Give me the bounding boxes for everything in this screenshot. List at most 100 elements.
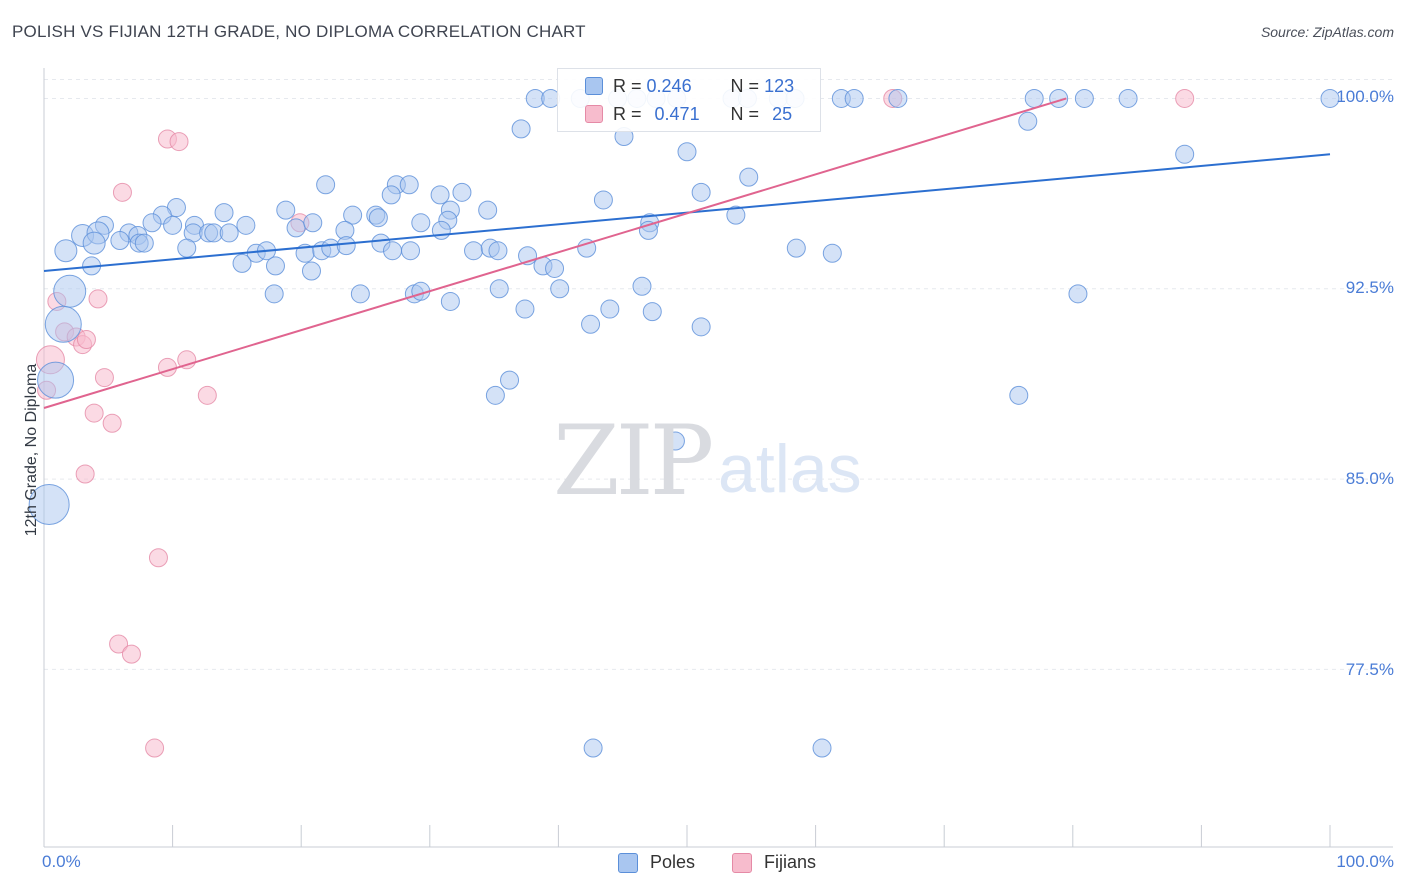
poles-point [301, 261, 321, 281]
poles-point [350, 284, 370, 304]
poles-point [464, 241, 484, 261]
poles-point [822, 243, 842, 263]
fijians-r-label: R = [613, 103, 642, 124]
poles-point [214, 203, 234, 223]
poles-point [500, 370, 520, 390]
y-axis-label: 12th Grade, No Diploma [23, 363, 40, 537]
poles-swatch [585, 77, 603, 95]
poles-point [1018, 111, 1038, 131]
poles-point [232, 253, 252, 273]
fijians-point [75, 464, 95, 484]
poles-point [1024, 88, 1044, 108]
poles-point [786, 238, 806, 258]
poles-point [511, 119, 531, 139]
poles-point [600, 299, 620, 319]
x-tick-label-min: 0.0% [42, 852, 81, 871]
poles-point [53, 274, 87, 308]
poles-point [134, 233, 154, 253]
gridlines [44, 78, 1393, 670]
poles-point [163, 215, 183, 235]
fijians-point [76, 330, 96, 350]
poles-point [54, 239, 78, 263]
poles-point [488, 241, 508, 261]
poles-point [411, 213, 431, 233]
poles-point [110, 231, 130, 251]
poles-point [44, 305, 82, 343]
poles-point [368, 208, 388, 228]
poles-point [276, 200, 296, 220]
poles-point [665, 431, 685, 451]
poles-point [440, 291, 460, 311]
fijians-point [102, 413, 122, 433]
poles-point [399, 175, 419, 195]
poles-point [583, 738, 603, 758]
poles-point [82, 231, 106, 255]
poles-point [581, 314, 601, 334]
poles-point [1118, 88, 1138, 108]
fijians-trend-line [43, 97, 1067, 409]
poles-point [691, 182, 711, 202]
legend-fijians[interactable]: Fijians [732, 852, 816, 873]
poles-point [1175, 144, 1195, 164]
poles-point [478, 200, 498, 220]
poles-point [430, 185, 450, 205]
poles-point [28, 483, 70, 525]
x-tick-label-max: 100.0% [1336, 852, 1394, 871]
poles-point [642, 302, 662, 322]
poles-point [142, 213, 162, 233]
fijians-point [148, 548, 168, 568]
poles-stats-row: R = 0.246 N = 123 [558, 73, 794, 99]
poles-point [1068, 284, 1088, 304]
poles-point [431, 220, 451, 240]
fijians-swatch [585, 105, 603, 123]
poles-point [401, 241, 421, 261]
y-tick-label: 85.0% [1345, 469, 1394, 488]
poles-point [550, 279, 570, 299]
fijians-n-value: 25 [772, 103, 793, 124]
poles-point [632, 276, 652, 296]
fijians-point [112, 182, 132, 202]
fijians-point [1175, 88, 1195, 108]
fijians-point [169, 132, 189, 152]
legend-poles-label: Poles [650, 852, 696, 872]
poles-point [1074, 88, 1094, 108]
legend-poles-swatch [618, 852, 638, 873]
poles-point [316, 175, 336, 195]
poles-r-label: R = [613, 75, 642, 96]
poles-point [726, 205, 746, 225]
y-tick-label: 100.0% [1336, 87, 1394, 106]
poles-point [812, 738, 832, 758]
chart-source: Source: ZipAtlas.com [1260, 24, 1394, 40]
chart-title: POLISH VS FIJIAN 12TH GRADE, NO DIPLOMA … [12, 22, 586, 41]
poles-point [677, 142, 697, 162]
poles-point [236, 215, 256, 235]
poles-point [265, 256, 285, 276]
fijians-point [94, 368, 114, 388]
poles-n-value: 123 [764, 75, 795, 96]
watermark-zip: ZIP [553, 405, 714, 517]
poles-point [303, 213, 323, 233]
poles-n-label: N = [730, 75, 760, 96]
stats-legend-box: R = 0.246 N = 123 R = 0.471 N = 25 [557, 68, 821, 132]
watermark-atlas: atlas [718, 431, 862, 507]
legend-poles[interactable]: Poles [618, 852, 695, 873]
poles-point [888, 88, 908, 108]
fijians-point [121, 644, 141, 664]
fijians-point [197, 385, 217, 405]
fijians-stats-row: R = 0.471 N = 25 [558, 101, 792, 127]
poles-point [739, 167, 759, 187]
poles-point [577, 238, 597, 258]
poles-point [485, 385, 505, 405]
poles-point [489, 279, 509, 299]
poles-point [593, 190, 613, 210]
poles-point [219, 223, 239, 243]
poles-point [691, 317, 711, 337]
legend-fijians-label: Fijians [764, 852, 817, 872]
poles-point [343, 205, 363, 225]
poles-point [336, 236, 356, 256]
poles-point [37, 361, 75, 399]
poles-point [381, 185, 401, 205]
poles-point [383, 241, 403, 261]
poles-r-value: 0.246 [646, 75, 692, 96]
